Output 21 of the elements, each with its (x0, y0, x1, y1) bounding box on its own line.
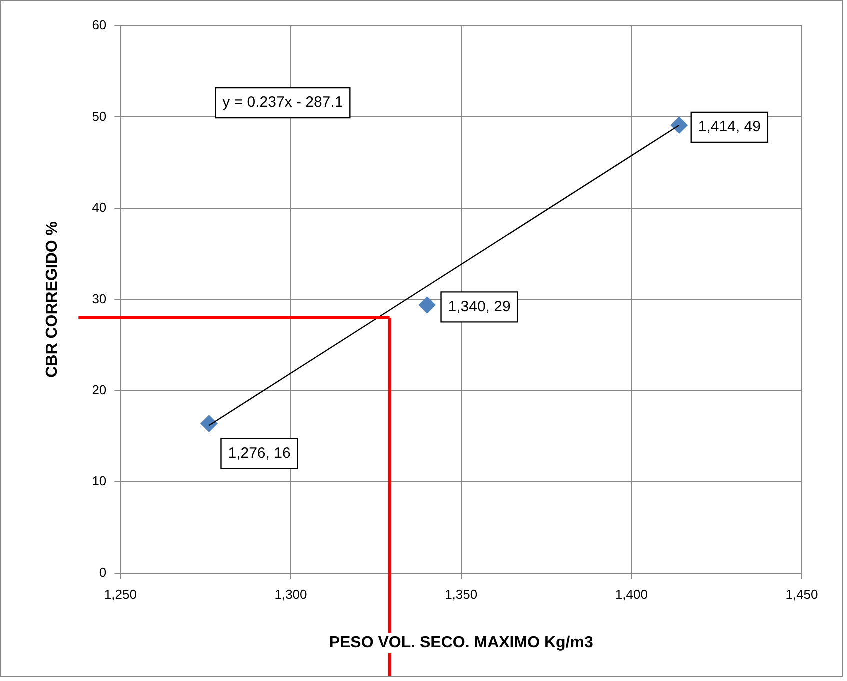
y-axis-title: CBR CORREGIDO % (44, 221, 62, 378)
point (670, 116, 688, 134)
x-tick-label: 1,400 (615, 586, 648, 602)
y-tick-label: 10 (92, 474, 107, 489)
annotation: y = 0.237x - 287.1 (222, 94, 344, 112)
x-tick-label: 1,250 (104, 586, 137, 602)
y-tick-label: 60 (92, 18, 107, 33)
point (200, 415, 218, 432)
y-tick-label: 40 (92, 200, 107, 216)
x-tick-label: 1,350 (445, 586, 478, 602)
x-tick-label: 1,450 (786, 586, 818, 602)
data-label: 1,276, 16 (228, 444, 291, 462)
y-tick-label: 50 (92, 108, 107, 124)
data-label: 1,340, 29 (448, 298, 511, 316)
y-tick-label: 30 (92, 291, 107, 306)
point (418, 296, 436, 314)
y-tick-label: 0 (99, 564, 107, 580)
x-axis-title: PESO VOL. SECO. MAXIMO Kg/m3 (329, 634, 594, 652)
y-tick-label: 20 (92, 382, 107, 398)
data-label: 1,414, 49 (698, 118, 761, 136)
x-tick-label: 1,300 (274, 586, 308, 602)
